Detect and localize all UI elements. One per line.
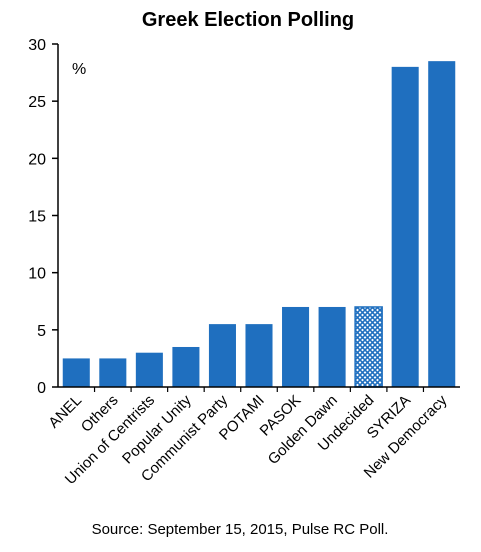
- y-tick-label: 10: [28, 266, 46, 283]
- y-tick-label: 25: [28, 94, 46, 111]
- y-tick-label: 20: [28, 151, 46, 168]
- bar: [172, 346, 200, 387]
- unit-label: %: [72, 61, 86, 78]
- bars: [62, 61, 456, 388]
- y-tick-label: 15: [28, 209, 46, 226]
- chart-title: Greek Election Polling: [142, 9, 354, 31]
- bar: [391, 66, 419, 387]
- y-tick-label: 0: [37, 380, 46, 397]
- bar: [354, 306, 383, 388]
- bar: [62, 358, 90, 387]
- y-tick-label: 5: [37, 323, 46, 340]
- bar: [208, 324, 236, 387]
- bar: [99, 358, 127, 387]
- source-note: Source: September 15, 2015, Pulse RC Pol…: [92, 521, 389, 538]
- y-axis: 0 5 10 15 20 25 30: [28, 37, 59, 397]
- bar: [318, 306, 346, 387]
- bar: [135, 352, 163, 387]
- bar: [245, 324, 273, 387]
- bar: [282, 306, 310, 387]
- bar: [428, 61, 456, 388]
- y-tick-label: 30: [28, 37, 46, 54]
